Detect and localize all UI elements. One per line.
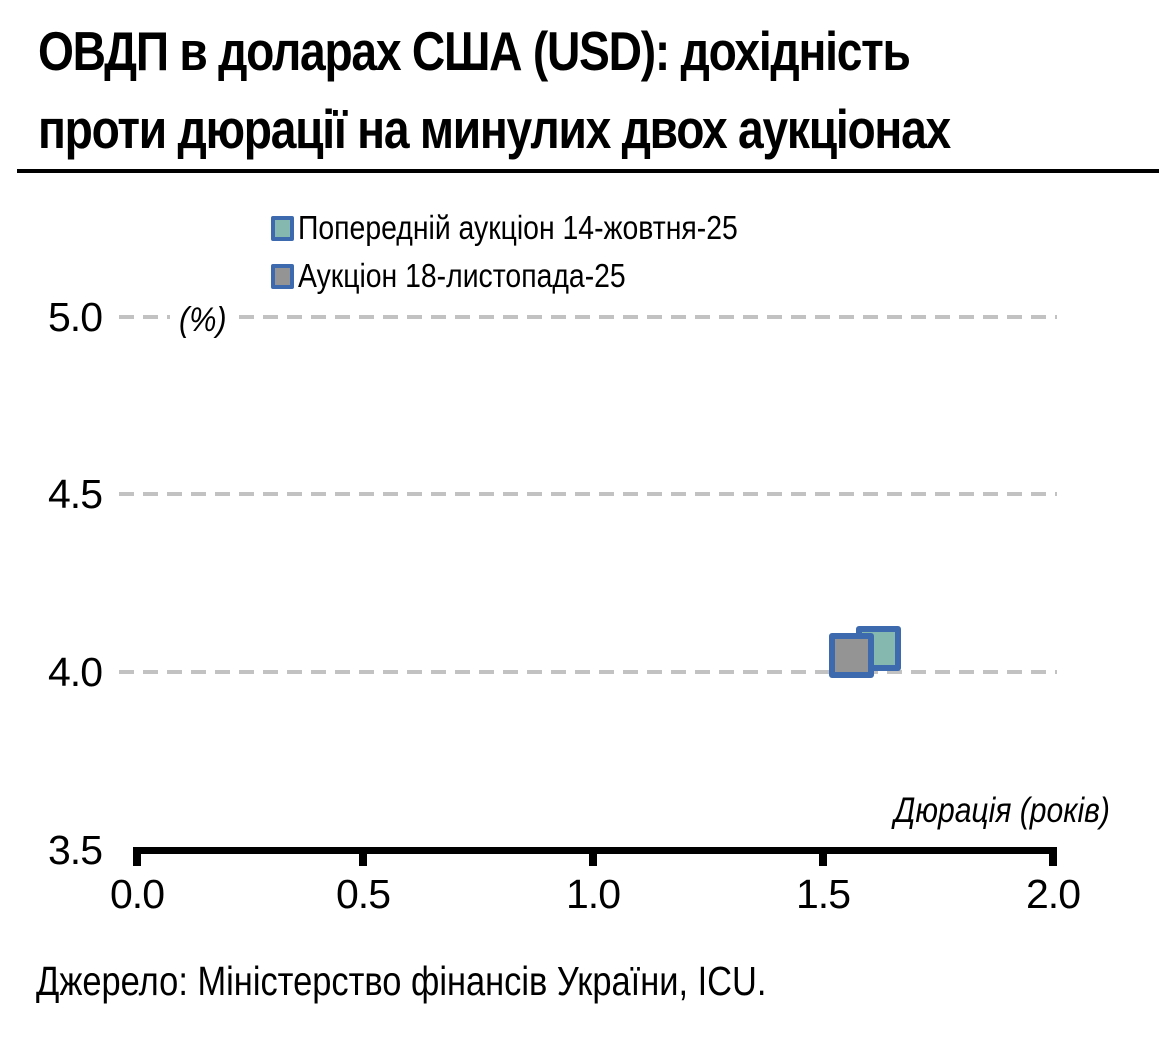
x-axis-line — [133, 847, 1057, 854]
y-tick-label-3-5: 3.5 — [48, 827, 103, 873]
chart-title: ОВДП в доларах США (USD): дохідність про… — [38, 12, 1124, 168]
title-divider — [17, 169, 1159, 173]
x-tick-label-1-0: 1.0 — [566, 871, 621, 917]
legend-item-current-auction: Аукціон 18-листопада-25 — [271, 252, 809, 300]
x-tick-mark-0-5 — [359, 854, 367, 866]
x-tick-label-0-5: 0.5 — [336, 871, 391, 917]
legend: Попередній аукціон 14-жовтня-25 Аукціон … — [271, 204, 809, 300]
x-tick-label-0-0: 0.0 — [110, 871, 165, 917]
y-tick-label-4-0: 4.0 — [48, 649, 103, 695]
legend-label-previous-auction: Попередній аукціон 14-жовтня-25 — [298, 209, 738, 246]
gridline-4-5 — [119, 492, 1057, 496]
gridline-4-0 — [119, 670, 1057, 674]
chart-title-line-2: проти дюрації на минулих двох аукціонах — [38, 98, 951, 160]
y-tick-label-4-5: 4.5 — [48, 471, 103, 517]
chart-title-line-1: ОВДП в доларах США (USD): дохідність — [38, 20, 911, 82]
x-tick-mark-1-0 — [589, 854, 597, 866]
gridline-5-0 — [119, 315, 1057, 319]
legend-item-previous-auction: Попередній аукціон 14-жовтня-25 — [271, 204, 809, 252]
y-tick-label-5-0: 5.0 — [48, 294, 103, 340]
x-tick-label-1-5: 1.5 — [796, 871, 851, 917]
x-tick-label-2-0: 2.0 — [1026, 871, 1081, 917]
y-axis-unit-label: (%) — [170, 301, 236, 346]
legend-swatch-previous-auction-icon — [271, 215, 294, 241]
x-tick-mark-2-0 — [1049, 854, 1057, 866]
x-axis-title: Дюрація (років) — [894, 791, 1110, 830]
x-tick-mark-0-0 — [133, 854, 141, 866]
legend-swatch-current-auction-icon — [271, 263, 294, 289]
source-note: Джерело: Міністерство фінансів України, … — [36, 958, 767, 1004]
x-tick-mark-1-5 — [819, 854, 827, 866]
legend-label-current-auction: Аукціон 18-листопада-25 — [298, 257, 626, 294]
data-point-current-auction — [829, 633, 874, 678]
